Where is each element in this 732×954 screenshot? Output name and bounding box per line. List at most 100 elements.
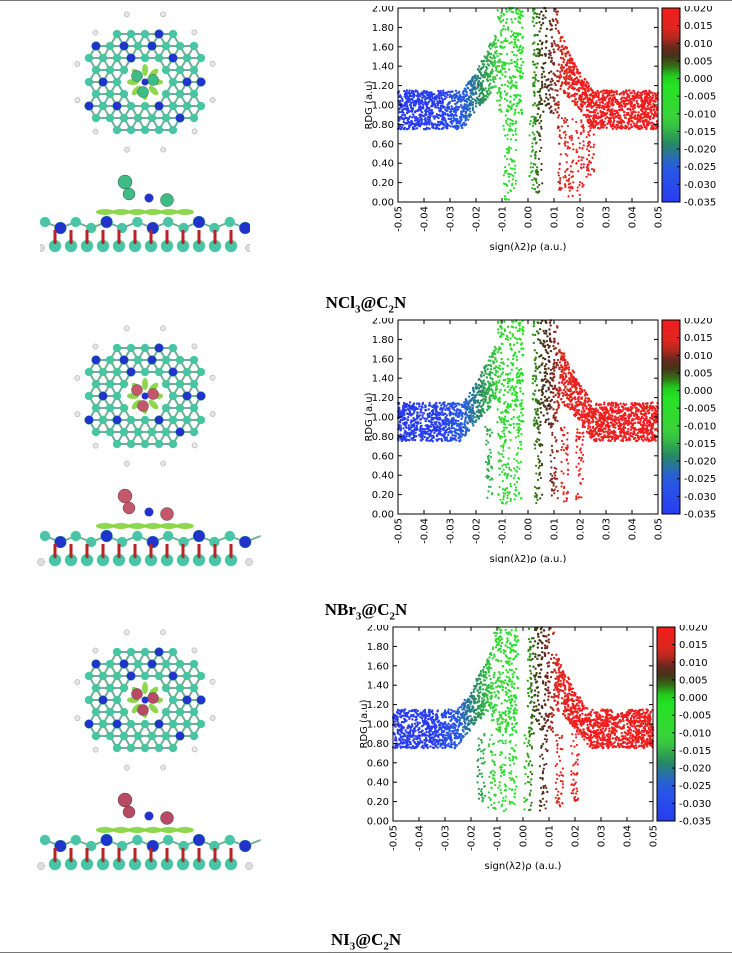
scatter-point (626, 419, 629, 423)
spike-point (534, 116, 537, 120)
scatter-point (513, 43, 517, 46)
scatter-point (498, 17, 502, 20)
halogen-atom (137, 400, 149, 412)
scatter-point (539, 321, 543, 325)
carbon-atom (147, 427, 157, 437)
scatter-point (499, 108, 502, 111)
scatter-point (522, 46, 525, 49)
scatter-point (610, 401, 614, 404)
scatter-point (646, 123, 649, 127)
scatter-point (544, 54, 547, 57)
scatter-point (494, 35, 497, 38)
scatter-point (568, 403, 571, 406)
scatter-point (493, 51, 497, 54)
carbon-atom (91, 65, 101, 75)
scatter-point (476, 74, 479, 78)
scatter-point (552, 111, 555, 115)
scatter-point (544, 348, 547, 352)
scatter-point (520, 347, 523, 350)
scatter-point (536, 407, 539, 411)
side-halogen-atom (117, 488, 133, 504)
spike-point (582, 156, 585, 159)
scatter-point (501, 18, 505, 22)
scatter-point (510, 61, 513, 65)
scatter-point (624, 116, 627, 120)
scatter-point (612, 90, 616, 94)
x-tick-label: -0.01 (498, 206, 509, 232)
y-axis-label: RDG (a.u) (364, 80, 375, 129)
scatter-point (463, 87, 467, 90)
scatter-point (536, 43, 540, 46)
spike-point (564, 152, 567, 156)
side-nitrogen-atom (239, 221, 252, 235)
scatter-point (578, 94, 582, 98)
carbon-atom (140, 29, 150, 39)
scatter-point (515, 44, 518, 47)
scatter-point (558, 381, 561, 385)
spike-point (538, 149, 542, 153)
scatter-point (482, 94, 486, 97)
scatter-point (606, 92, 610, 95)
scatter-point (600, 100, 604, 104)
scatter-point (580, 100, 584, 103)
scatter-point (599, 98, 603, 101)
scatter-point (606, 122, 609, 126)
scatter-point (500, 331, 503, 334)
x-tick-label: -0.05 (394, 206, 405, 232)
scatter-point (423, 114, 426, 117)
scatter-point (580, 388, 584, 391)
scatter-point (441, 106, 445, 109)
scatter-point (636, 408, 639, 412)
scatter-point (410, 110, 414, 113)
y-tick-label: 0.20 (372, 178, 394, 189)
scatter-point (401, 97, 404, 101)
scatter-point (532, 63, 535, 66)
scatter-point (531, 381, 535, 385)
scatter-point (627, 99, 630, 102)
scatter-point (402, 434, 406, 437)
scatter-point (404, 122, 407, 125)
scatter-point (549, 28, 552, 32)
scatter-point (614, 403, 618, 406)
scatter-point (532, 320, 536, 323)
scatter-point (478, 65, 481, 68)
colorbar-tick-label: -0.015 (684, 127, 716, 138)
spike-point (570, 175, 573, 179)
scatter-point (502, 384, 505, 387)
scatter-point (547, 56, 551, 59)
scatter-point (612, 425, 615, 429)
scatter-point (593, 109, 596, 112)
side-bond-red (133, 230, 137, 244)
y-tick-label: 1.20 (372, 81, 394, 92)
nci-isosurface (176, 209, 194, 215)
scatter-point (539, 411, 543, 414)
rdg-plot-1: 0.00 0.20 0.40 0.60 0.80 1.00 1.20 1.40 1.60 1.80… (360, 4, 730, 261)
nitrogen-atom (154, 101, 164, 111)
scatter-point (498, 368, 502, 371)
scatter-point (617, 116, 620, 120)
scatter-point (428, 434, 432, 438)
scatter-point (564, 52, 567, 55)
scatter-point (538, 49, 542, 52)
spike-point (557, 171, 560, 174)
scatter-point (557, 106, 560, 110)
scatter-point (537, 107, 541, 111)
scatter-point (632, 430, 635, 434)
scatter-point (500, 83, 504, 87)
scatter-point (637, 105, 640, 109)
scatter-point (572, 88, 576, 91)
scatter-point (520, 64, 523, 67)
scatter-point (549, 80, 552, 83)
carbon-atom (105, 89, 115, 99)
colorbar-tick-label: 0.000 (684, 74, 713, 85)
scatter-point (506, 80, 509, 83)
scatter-point (451, 107, 454, 110)
scatter-point (517, 418, 521, 422)
scatter-point (591, 95, 594, 98)
spike-point (509, 138, 513, 141)
hydrogen-atom (124, 146, 130, 153)
scatter-point (580, 108, 583, 111)
scatter-point (631, 116, 635, 119)
scatter-point (435, 124, 439, 127)
carbon-atom (168, 125, 178, 135)
